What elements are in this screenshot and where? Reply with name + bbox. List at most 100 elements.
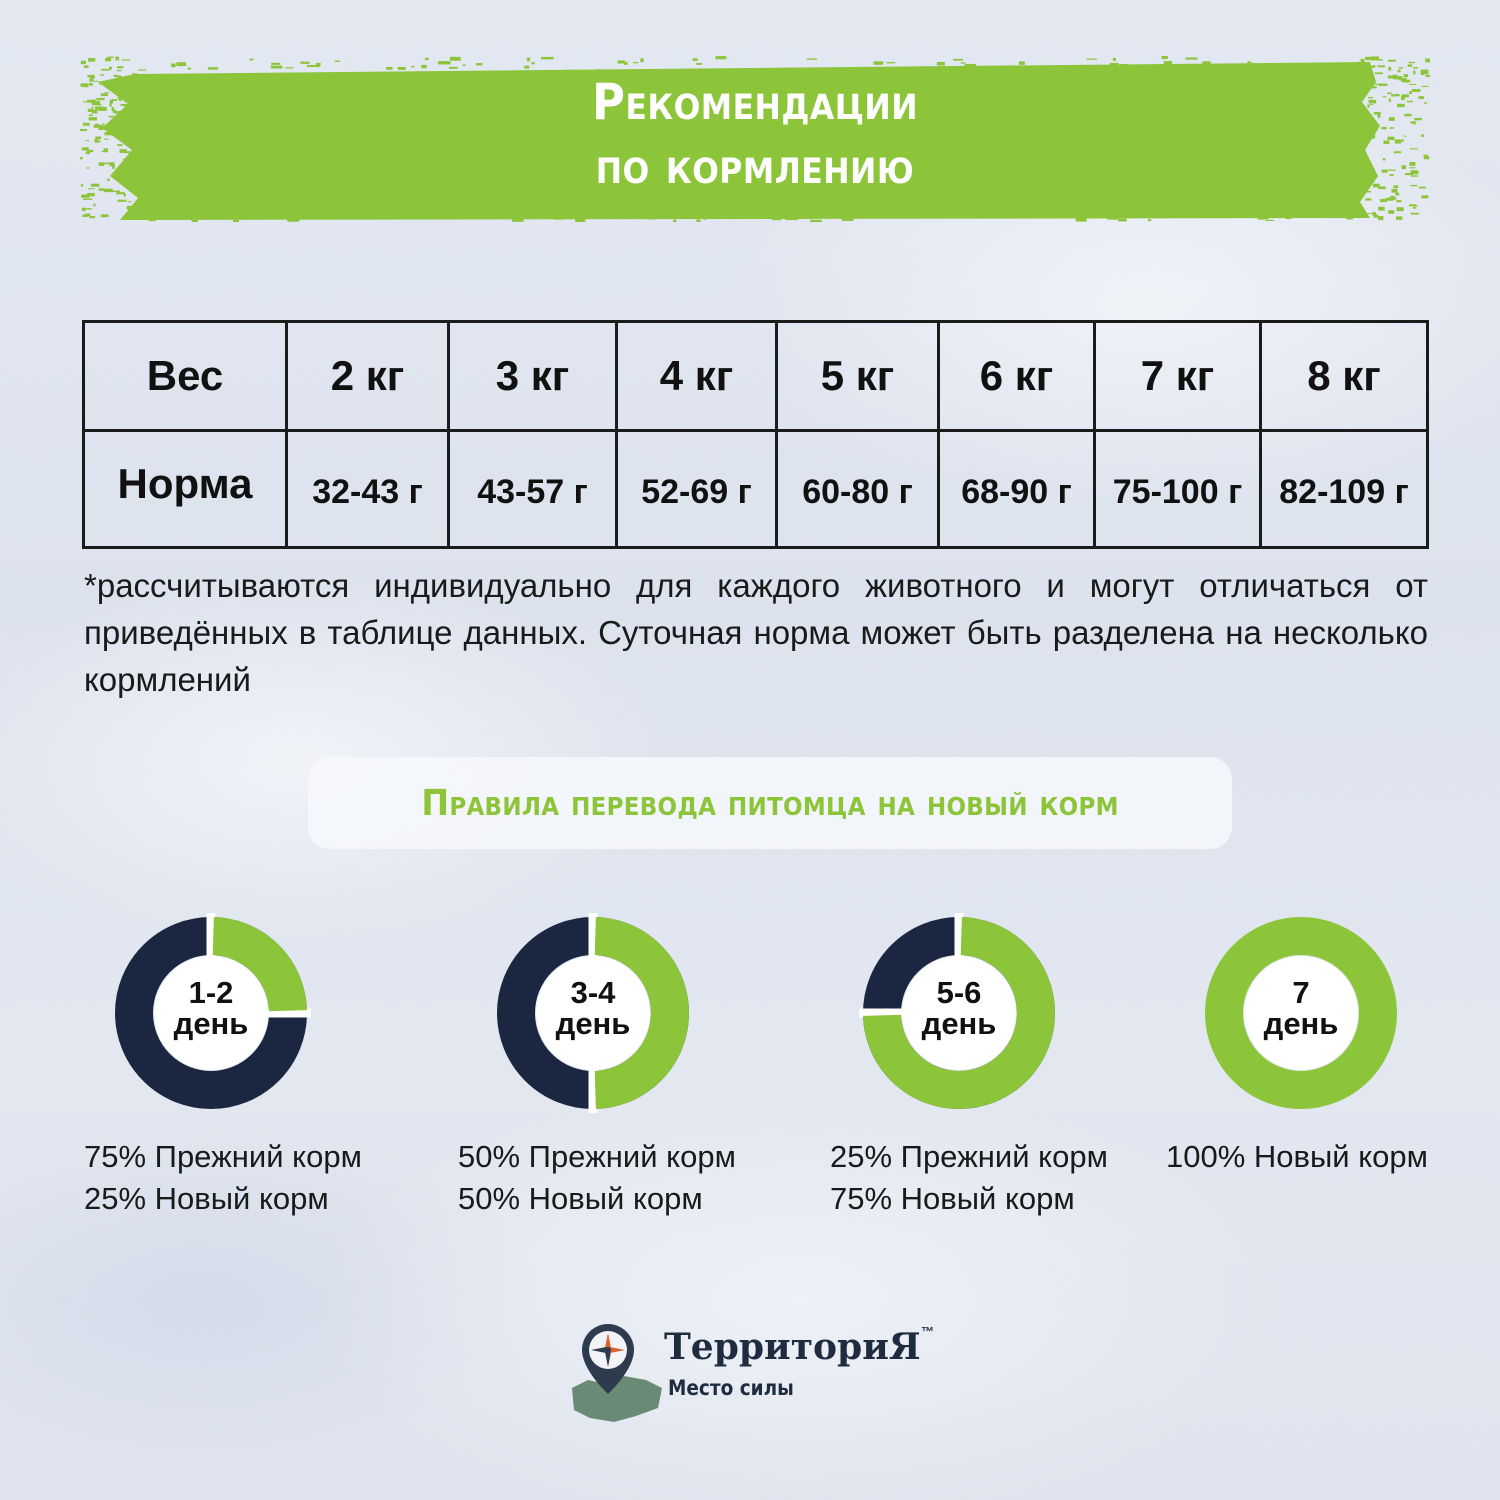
brush-speck (88, 83, 93, 86)
brush-speck (1374, 72, 1383, 75)
brush-speck (1410, 184, 1418, 187)
brush-speck (1404, 173, 1414, 176)
brush-speck (1367, 175, 1374, 180)
brush-speck (1371, 86, 1377, 89)
new-food-arc (594, 917, 689, 1109)
brush-speck (476, 63, 483, 66)
brush-speck (718, 56, 724, 59)
brush-speck (93, 80, 99, 82)
stage-label: 1-2 день (106, 908, 316, 1108)
brush-speck (674, 211, 684, 213)
brush-speck (1360, 123, 1367, 126)
brush-speck (98, 106, 107, 111)
brush-speck (540, 56, 554, 60)
brush-speck (1389, 195, 1395, 198)
brush-speck (873, 61, 884, 65)
brush-speck (116, 66, 124, 69)
norm-cell: 60-80 г (775, 429, 940, 549)
brush-speck (1364, 56, 1371, 61)
brush-speck (1391, 188, 1398, 193)
brush-speck (1118, 218, 1127, 222)
brush-speck (126, 163, 132, 166)
brush-speck (1409, 161, 1416, 166)
brush-speck (1398, 77, 1403, 79)
brush-speck (1378, 59, 1383, 61)
donut-center (902, 956, 1016, 1070)
brush-speck (98, 162, 105, 166)
brush-speck (953, 66, 961, 68)
brush-speck (134, 167, 143, 171)
brush-speck (1392, 74, 1398, 78)
brush-speck (633, 62, 639, 64)
brush-speck (116, 69, 122, 72)
brush-speck (107, 56, 114, 58)
brush-speck (98, 126, 106, 130)
brush-speck (623, 61, 628, 65)
brush-speck (1366, 134, 1376, 139)
brush-speck (1048, 213, 1053, 216)
brush-speck (1373, 111, 1381, 115)
brush-speck (135, 118, 145, 120)
brush-speck (1086, 58, 1098, 60)
stage-day-word: день (1263, 1006, 1339, 1041)
brush-speck (104, 162, 113, 165)
brush-speck (81, 207, 86, 211)
brush-speck (1395, 94, 1400, 97)
brush-speck (1377, 114, 1381, 118)
brush-speck (1380, 199, 1387, 203)
brush-speck (208, 211, 221, 215)
brush-speck (112, 109, 116, 113)
brush-speck (561, 210, 566, 214)
brush-speck (91, 106, 94, 109)
brush-speck (285, 67, 294, 69)
brush-speck (125, 112, 128, 115)
brush-speck (1387, 136, 1395, 140)
brush-speck (1412, 122, 1416, 125)
feeding-note: *рассчитываются индивидуально для каждог… (84, 567, 1428, 698)
brush-speck (354, 213, 364, 218)
brush-speck (1410, 121, 1417, 124)
brush-speck (1414, 117, 1422, 121)
brush-speck (1378, 206, 1385, 211)
brush-speck (89, 78, 94, 82)
brush-speck (326, 211, 332, 215)
brush-speck (83, 198, 93, 200)
brush-speck (108, 162, 115, 164)
brush-speck (124, 105, 133, 109)
brush-speck (99, 81, 108, 85)
brush-speck (112, 190, 121, 193)
brush-speck (86, 149, 94, 153)
brush-speck (936, 61, 945, 66)
brush-speck (83, 65, 89, 68)
brush-speck (1383, 198, 1391, 201)
brush-speck (1387, 92, 1392, 95)
brush-speck (1425, 74, 1430, 77)
brush-stroke-background (80, 56, 1430, 222)
stage-new-percent: 50% Новый корм (458, 1181, 703, 1216)
brush-speck (126, 97, 134, 100)
brush-speck (754, 211, 761, 214)
brush-speck (1360, 95, 1364, 98)
brand-tagline: Место силы (668, 1376, 794, 1400)
brush-speck (270, 65, 283, 69)
brand-name: ТерриториЯ (664, 1326, 921, 1368)
brush-speck (1401, 79, 1411, 83)
brush-speck (1367, 181, 1375, 183)
brush-speck (1377, 65, 1385, 68)
brush-speck (1367, 213, 1376, 215)
brush-speck (1412, 206, 1417, 209)
brush-speck (109, 163, 115, 167)
transition-heading-box: Правила перевода питомца на новый корм (308, 757, 1232, 849)
brush-speck (1292, 67, 1298, 70)
brush-speck (125, 182, 131, 186)
brush-speck (292, 218, 300, 221)
brush-speck (109, 127, 116, 129)
weight-cell: 7 кг (1093, 320, 1262, 432)
brush-speck (1378, 186, 1386, 190)
brush-speck (703, 217, 707, 220)
brush-speck (1109, 62, 1119, 67)
brush-speck (1163, 61, 1173, 65)
brush-speck (131, 73, 138, 76)
brush-speck (1018, 61, 1025, 65)
brush-speck (1365, 113, 1369, 115)
